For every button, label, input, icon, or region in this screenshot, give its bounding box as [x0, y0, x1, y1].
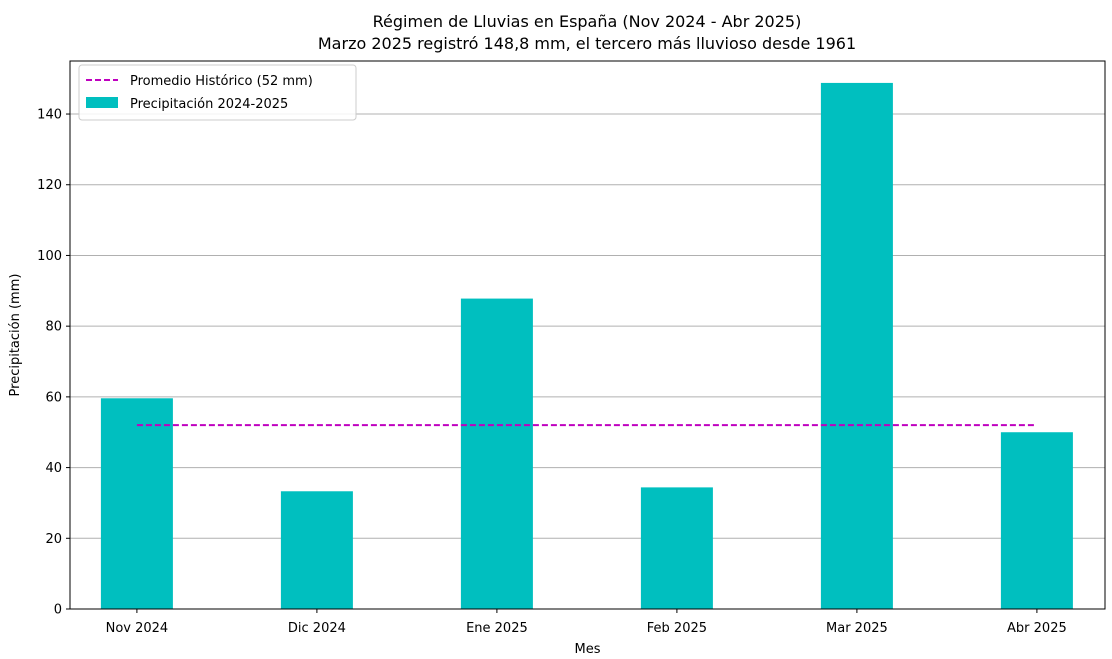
y-tick-label: 20: [45, 532, 62, 547]
bar: [460, 298, 533, 609]
y-axis-ticks: 0 20 40 60 80 100 120 140: [37, 108, 70, 618]
bar: [820, 82, 893, 610]
x-tick-label: Mar 2025: [826, 621, 888, 636]
x-tick-label: Abr 2025: [1007, 621, 1067, 636]
x-tick-label: Nov 2024: [106, 621, 169, 636]
legend-swatch-bars: [86, 97, 118, 108]
x-tick-label: Ene 2025: [466, 621, 528, 636]
legend: Promedio Histórico (52 mm) Precipitación…: [78, 64, 357, 121]
legend-label-bars: Precipitación 2024-2025: [130, 97, 288, 112]
x-tick-label: Dic 2024: [288, 621, 346, 636]
y-tick-label: 120: [37, 178, 62, 193]
y-tick-label: 140: [37, 108, 62, 123]
y-tick-label: 0: [54, 603, 62, 618]
y-axis-label: Precipitación (mm): [8, 274, 23, 397]
y-tick-label: 40: [45, 461, 62, 476]
plot-frame: [69, 60, 1106, 610]
legend-label-reference-line: Promedio Histórico (52 mm): [130, 74, 313, 89]
x-axis-ticks: Nov 2024 Dic 2024 Ene 2025 Feb 2025 Mar 2025…: [106, 609, 1067, 636]
y-tick-label: 60: [45, 390, 62, 405]
y-tick-label: 80: [45, 320, 62, 335]
y-tick-label: 100: [37, 249, 62, 264]
bar: [640, 487, 713, 609]
bar: [100, 398, 173, 609]
bar: [1000, 432, 1073, 609]
chart-title: Régimen de Lluvias en España (Nov 2024 -…: [373, 12, 802, 31]
x-tick-label: Feb 2025: [647, 621, 707, 636]
bar-layer: [100, 82, 1073, 610]
bar: [280, 491, 353, 609]
x-axis-label: Mes: [575, 642, 601, 657]
chart-subtitle: Marzo 2025 registró 148,8 mm, el tercero…: [318, 34, 856, 53]
grid-layer: [70, 113, 1105, 539]
legend-box: [78, 64, 357, 121]
